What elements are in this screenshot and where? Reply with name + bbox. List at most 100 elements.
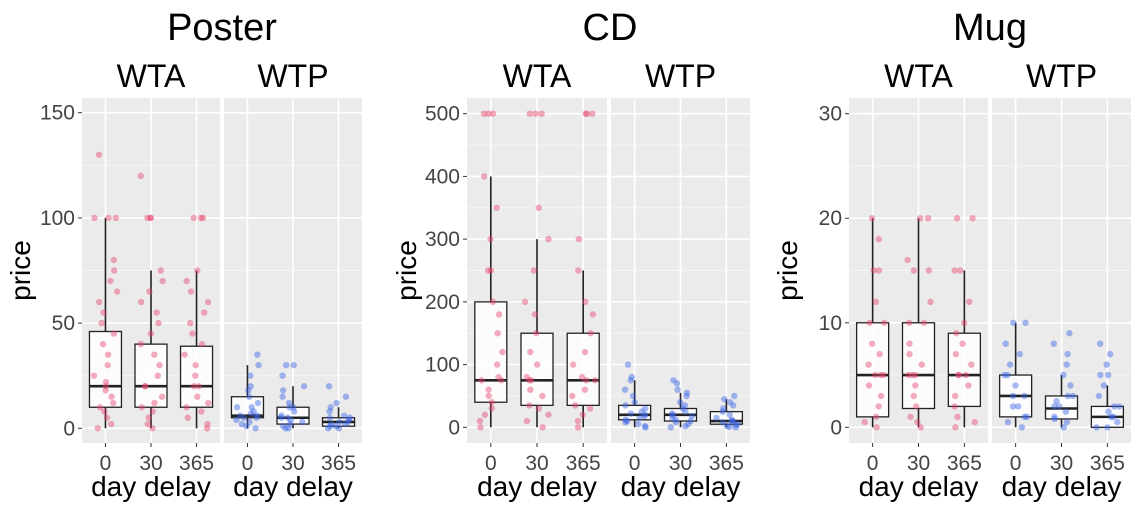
data-point [905, 371, 912, 379]
data-point [95, 151, 103, 158]
data-point [634, 420, 642, 428]
y-axis-label: price [391, 240, 422, 301]
data-point [574, 417, 582, 425]
data-point [102, 387, 109, 394]
data-point [1002, 340, 1009, 347]
data-point [532, 330, 540, 337]
data-point [681, 402, 689, 409]
data-point [538, 110, 545, 117]
data-point [1060, 424, 1067, 431]
data-point [287, 416, 295, 424]
data-point [290, 404, 297, 411]
x-axis-label: day delay [233, 471, 353, 502]
data-point [866, 319, 873, 326]
data-point [679, 405, 687, 412]
data-point [344, 418, 352, 426]
data-point [240, 414, 248, 421]
data-point [102, 378, 110, 386]
data-point [243, 422, 250, 430]
data-point [204, 298, 212, 306]
y-tick-label: 400 [425, 165, 460, 188]
data-point [875, 235, 882, 243]
data-point [1004, 371, 1011, 379]
data-point [726, 423, 733, 430]
data-point [877, 371, 884, 379]
data-point [1021, 413, 1028, 421]
data-point [1063, 361, 1070, 368]
data-point [957, 267, 964, 274]
y-tick-label: 0 [448, 416, 460, 439]
data-point [487, 235, 494, 243]
data-point [158, 393, 166, 400]
data-point [1053, 397, 1060, 405]
x-axis-label: day delay [91, 471, 211, 502]
data-point [589, 110, 596, 117]
data-point [918, 361, 925, 368]
x-axis-label: day delay [477, 471, 597, 502]
data-point [621, 386, 629, 393]
data-point [105, 214, 112, 222]
data-point [527, 348, 534, 356]
data-point [924, 215, 932, 222]
data-point [523, 417, 531, 425]
box [230, 396, 265, 419]
data-point [669, 414, 676, 422]
data-point [254, 351, 261, 358]
data-point [494, 330, 501, 337]
data-point [641, 422, 649, 430]
data-point [959, 340, 966, 347]
data-point [912, 371, 919, 379]
data-point [279, 387, 287, 394]
x-tick-label: 0 [867, 452, 879, 475]
y-tick-label: 200 [425, 291, 460, 314]
data-point [203, 425, 211, 432]
data-point [729, 417, 736, 425]
data-point [195, 383, 203, 390]
data-point [146, 288, 153, 295]
data-point [726, 399, 734, 406]
data-point [719, 419, 726, 426]
data-point [112, 214, 120, 222]
data-point [333, 399, 340, 407]
y-tick-label: 500 [425, 103, 460, 126]
data-point [488, 399, 496, 406]
data-point [198, 408, 205, 415]
data-point [583, 377, 590, 384]
data-point [345, 416, 353, 424]
data-point [487, 267, 495, 274]
data-point [102, 383, 110, 390]
data-point [489, 110, 497, 117]
data-point [875, 403, 882, 410]
data-point [194, 267, 201, 274]
data-point [192, 361, 199, 369]
data-point [1095, 392, 1103, 400]
data-point [201, 309, 208, 316]
data-point [539, 392, 546, 400]
data-point [285, 425, 292, 432]
data-point [108, 420, 115, 428]
data-point [199, 214, 207, 222]
data-point [532, 110, 539, 117]
box [276, 406, 310, 425]
x-tick-label: 30 [1050, 452, 1073, 475]
data-point [498, 377, 505, 384]
data-point [861, 418, 868, 426]
data-point [1116, 403, 1123, 410]
data-point [190, 214, 197, 222]
data-point [145, 414, 152, 421]
y-axis-label: price [5, 240, 36, 301]
data-point [1056, 403, 1063, 410]
y-tick-label: 30 [819, 103, 842, 126]
data-point [965, 382, 972, 389]
data-point [872, 371, 879, 379]
data-point [197, 214, 205, 222]
x-tick-label: 30 [907, 452, 930, 475]
data-point [108, 393, 115, 400]
data-point [111, 267, 118, 274]
data-point [953, 330, 960, 337]
data-point [713, 414, 720, 422]
data-point [493, 204, 500, 211]
data-point [581, 386, 589, 393]
data-point [147, 330, 155, 337]
data-point [107, 277, 114, 285]
